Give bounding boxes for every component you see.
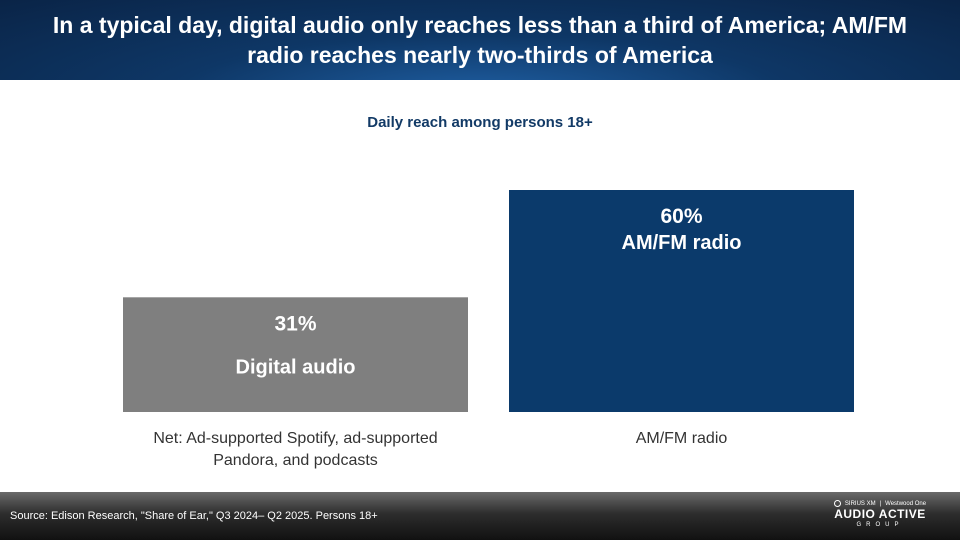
- value-label-1: 31%: [274, 312, 316, 335]
- chart-title: Daily reach among persons 18+: [367, 114, 593, 131]
- bar-chart: 31% Digital audio Net: Ad-supported Spotif…: [123, 190, 854, 469]
- bar-label-2: AM/FM radio: [622, 232, 742, 254]
- category-label-1: Net: Ad-supported Spotify, ad-supported P…: [153, 430, 437, 469]
- page-title: In a typical day, digital audio only rea…: [52, 12, 908, 68]
- category-label-2: AM/FM radio: [636, 430, 728, 447]
- audio-active-group-logo: SIRIUS XM | Westwood One AUDIO ACTIVE GR…: [830, 500, 930, 529]
- bar-label-1: Digital audio: [236, 356, 356, 378]
- source-note: Source: Edison Research, "Share of Ear,"…: [10, 510, 378, 522]
- logo-brand-left: SIRIUS XM: [844, 500, 876, 507]
- logo-brand-right: Westwood One: [885, 500, 927, 507]
- value-label-2: 60%: [660, 205, 702, 228]
- logo-main-text: AUDIO ACTIVE: [834, 507, 926, 521]
- footer-bar: Source: Edison Research, "Share of Ear,"…: [0, 492, 960, 540]
- header-banner: In a typical day, digital audio only rea…: [0, 0, 960, 80]
- bar-1: [123, 297, 468, 412]
- logo-sub-text: GROUP: [856, 522, 904, 528]
- siriusxm-icon: [833, 500, 841, 507]
- bar-2: [509, 190, 854, 412]
